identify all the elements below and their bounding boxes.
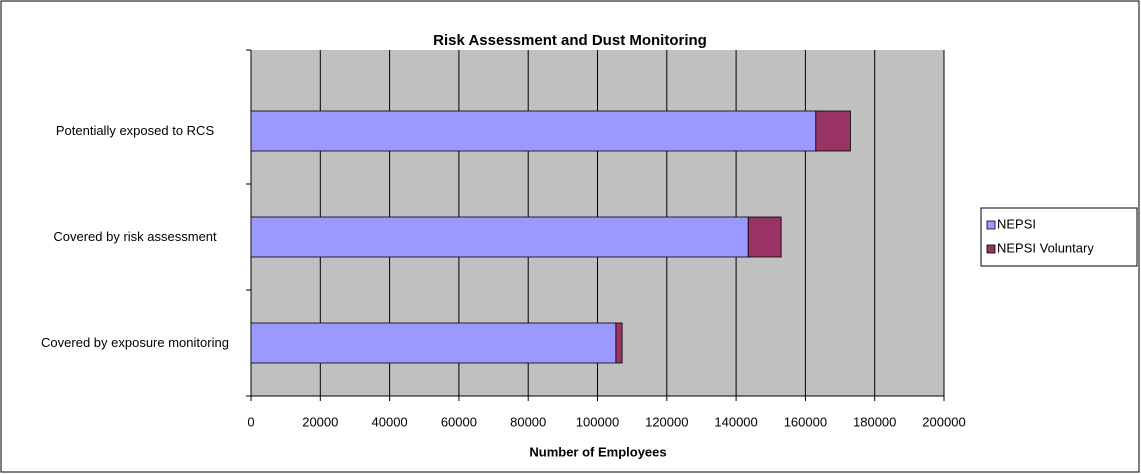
x-tick-label: 120000: [645, 414, 688, 429]
bar: [615, 322, 623, 364]
legend-label: NEPSI Voluntary: [997, 240, 1094, 255]
x-tick-label: 200000: [922, 414, 965, 429]
bar: [250, 216, 749, 258]
x-tick-label: 40000: [372, 414, 408, 429]
bar: [250, 322, 617, 364]
bar: [250, 110, 817, 152]
legend-label: NEPSI: [997, 216, 1036, 231]
y-tick-label: Covered by risk assessment: [53, 229, 217, 244]
x-tick-label: 160000: [784, 414, 827, 429]
legend-box: [980, 207, 1138, 267]
legend-swatch: [986, 220, 996, 230]
x-tick-label: 80000: [510, 414, 546, 429]
x-tick-label: 60000: [441, 414, 477, 429]
x-tick-label: 140000: [714, 414, 757, 429]
y-tick-label: Potentially exposed to RCS: [55, 123, 215, 138]
x-tick-label: 20000: [302, 414, 338, 429]
legend-swatch: [986, 244, 996, 254]
bar: [747, 216, 782, 258]
x-tick-label: 100000: [576, 414, 619, 429]
chart-title: Risk Assessment and Dust Monitoring: [433, 32, 707, 49]
bar: [815, 110, 851, 152]
x-tick-label: 180000: [853, 414, 896, 429]
x-axis-title: Number of Employees: [529, 444, 666, 459]
y-tick-label: Covered by exposure monitoring: [41, 335, 229, 350]
x-tick-label: 0: [247, 414, 254, 429]
